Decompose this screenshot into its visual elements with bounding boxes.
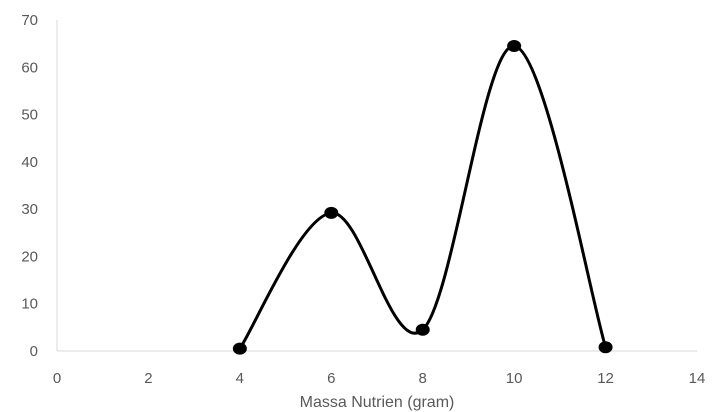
axes <box>56 20 697 352</box>
x-axis-title: Massa Nutrien (gram) <box>300 394 455 411</box>
data-point <box>415 323 430 336</box>
x-tick-label: 2 <box>144 370 152 387</box>
y-tick-label: 50 <box>21 107 38 124</box>
x-tick-label: 14 <box>689 370 706 387</box>
y-tick-label: 40 <box>21 154 38 171</box>
series-layer <box>232 40 613 355</box>
y-tick-label: 30 <box>21 201 38 218</box>
x-tick-label: 12 <box>597 370 614 387</box>
x-tick-label: 0 <box>53 370 61 387</box>
y-tick-label: 70 <box>21 12 38 29</box>
x-tick-label: 10 <box>506 370 523 387</box>
y-tick-label: 60 <box>21 59 38 76</box>
x-tick-label: 4 <box>236 370 244 387</box>
x-tick-labels: 0 2 4 6 8 10 12 14 <box>53 370 706 387</box>
series-line <box>238 44 608 351</box>
x-tick-label: 8 <box>419 370 427 387</box>
data-point <box>598 341 613 354</box>
x-tick-label: 6 <box>327 370 335 387</box>
data-point <box>232 342 247 355</box>
y-tick-labels: 0 10 20 30 40 50 60 70 <box>21 12 38 360</box>
y-tick-label: 10 <box>21 296 38 313</box>
y-tick-label: 0 <box>30 343 38 360</box>
y-tick-label: 20 <box>21 248 38 265</box>
data-point <box>324 206 339 219</box>
data-point <box>507 40 522 53</box>
